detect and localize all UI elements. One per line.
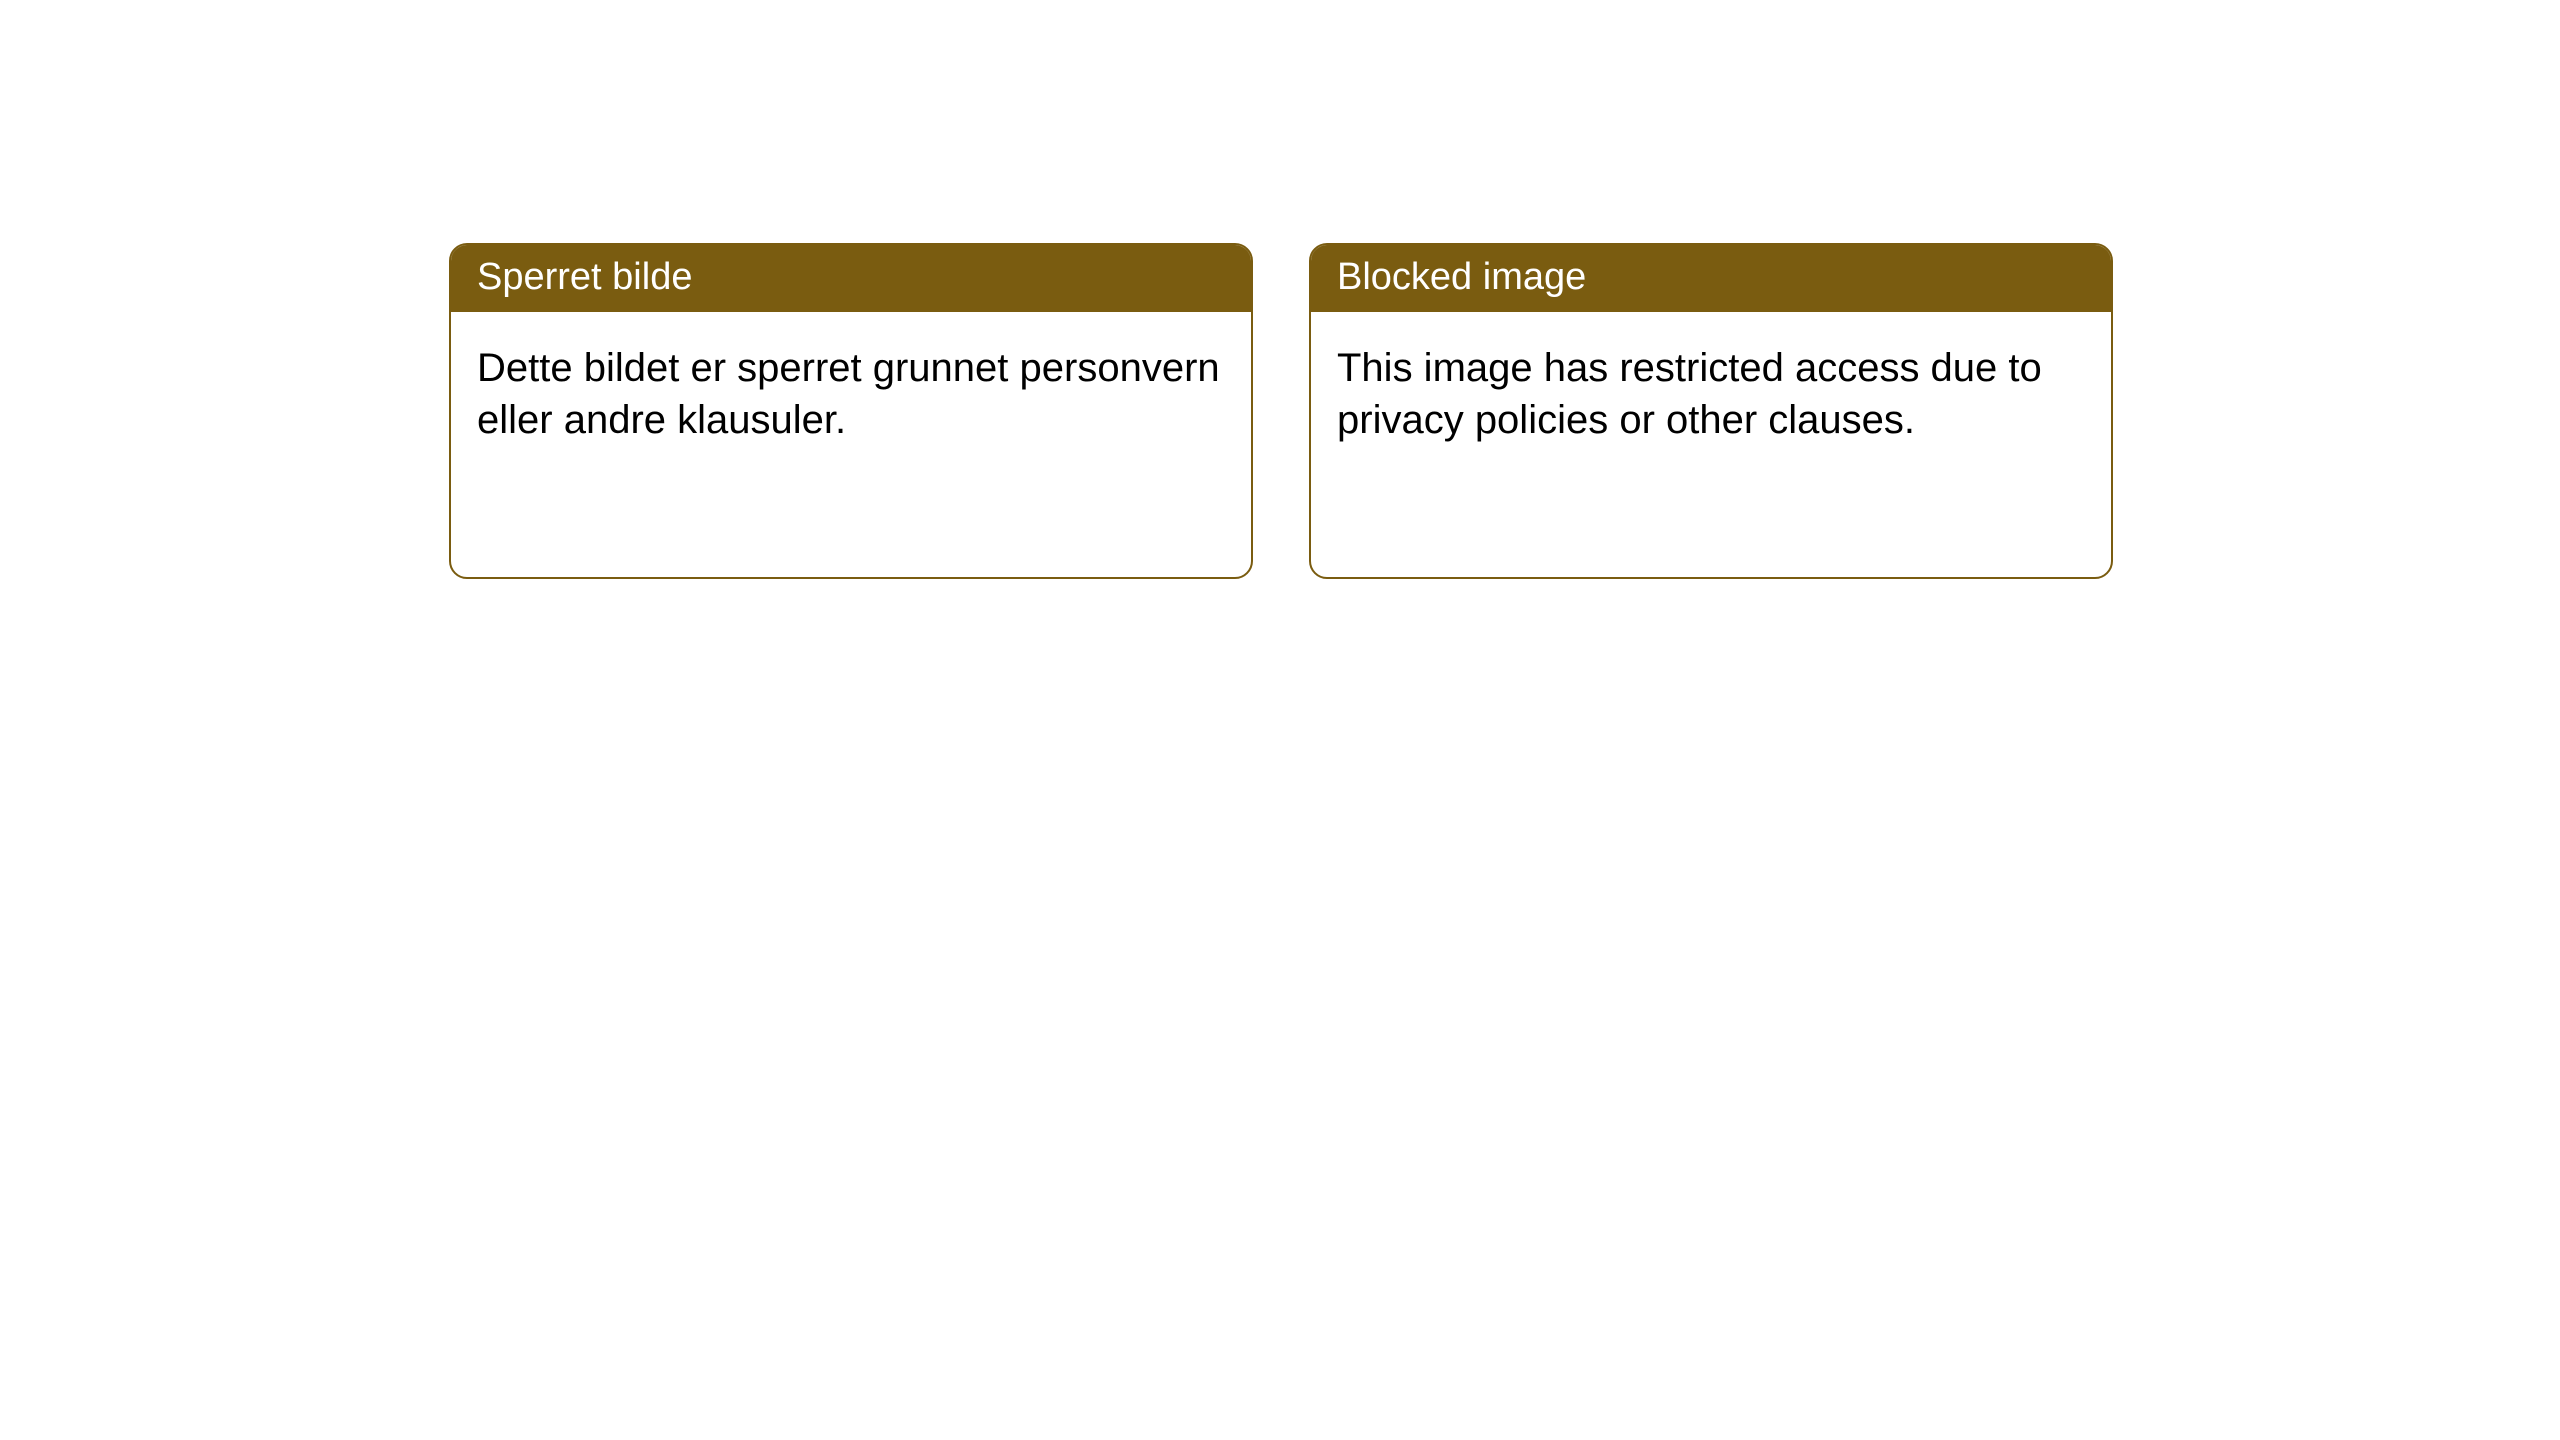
- card-body: This image has restricted access due to …: [1311, 312, 2111, 476]
- notice-card-english: Blocked image This image has restricted …: [1309, 243, 2113, 579]
- notice-cards-container: Sperret bilde Dette bildet er sperret gr…: [0, 0, 2560, 579]
- card-header: Blocked image: [1311, 245, 2111, 312]
- notice-card-norwegian: Sperret bilde Dette bildet er sperret gr…: [449, 243, 1253, 579]
- card-body: Dette bildet er sperret grunnet personve…: [451, 312, 1251, 476]
- card-header: Sperret bilde: [451, 245, 1251, 312]
